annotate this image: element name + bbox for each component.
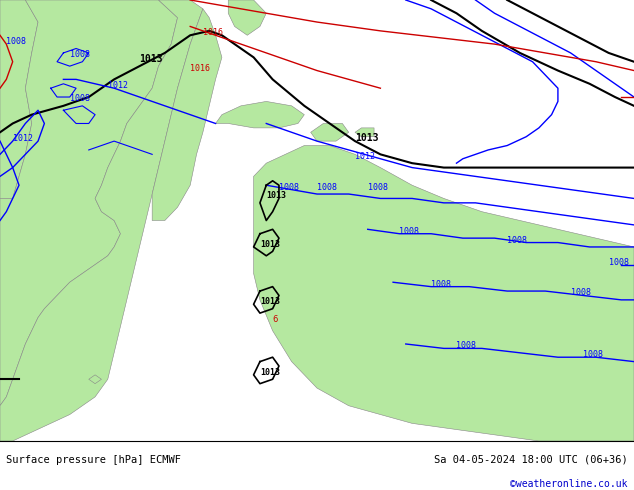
- Text: 1008: 1008: [317, 183, 337, 192]
- Text: 1008: 1008: [571, 289, 591, 297]
- Text: 1012: 1012: [13, 134, 33, 143]
- Text: 1008: 1008: [6, 37, 27, 46]
- Text: 1008: 1008: [399, 227, 420, 236]
- Text: ©weatheronline.co.uk: ©weatheronline.co.uk: [510, 479, 628, 489]
- Text: 1013: 1013: [260, 297, 280, 306]
- Text: Surface pressure [hPa] ECMWF: Surface pressure [hPa] ECMWF: [6, 455, 181, 465]
- Text: 1013: 1013: [139, 54, 163, 64]
- Text: 1008: 1008: [431, 280, 451, 289]
- Text: 1012: 1012: [108, 81, 128, 90]
- Text: 1013: 1013: [260, 368, 280, 377]
- Text: 1008: 1008: [456, 342, 477, 350]
- Text: 6: 6: [273, 315, 278, 324]
- Text: 1008: 1008: [609, 258, 629, 267]
- Text: 1008: 1008: [368, 183, 388, 192]
- Text: 1008: 1008: [70, 95, 90, 103]
- Text: 1016: 1016: [203, 28, 223, 37]
- Text: 1008: 1008: [70, 50, 90, 59]
- Text: 1016: 1016: [190, 64, 210, 73]
- Text: 1013: 1013: [260, 240, 280, 249]
- Text: 1008: 1008: [583, 350, 604, 359]
- Text: 1008: 1008: [507, 236, 527, 245]
- Text: 1013: 1013: [355, 133, 378, 143]
- Text: Sa 04-05-2024 18:00 UTC (06+36): Sa 04-05-2024 18:00 UTC (06+36): [434, 455, 628, 465]
- Text: 1008: 1008: [279, 183, 299, 192]
- Text: 1013: 1013: [266, 192, 287, 200]
- Text: 1012: 1012: [355, 152, 375, 161]
